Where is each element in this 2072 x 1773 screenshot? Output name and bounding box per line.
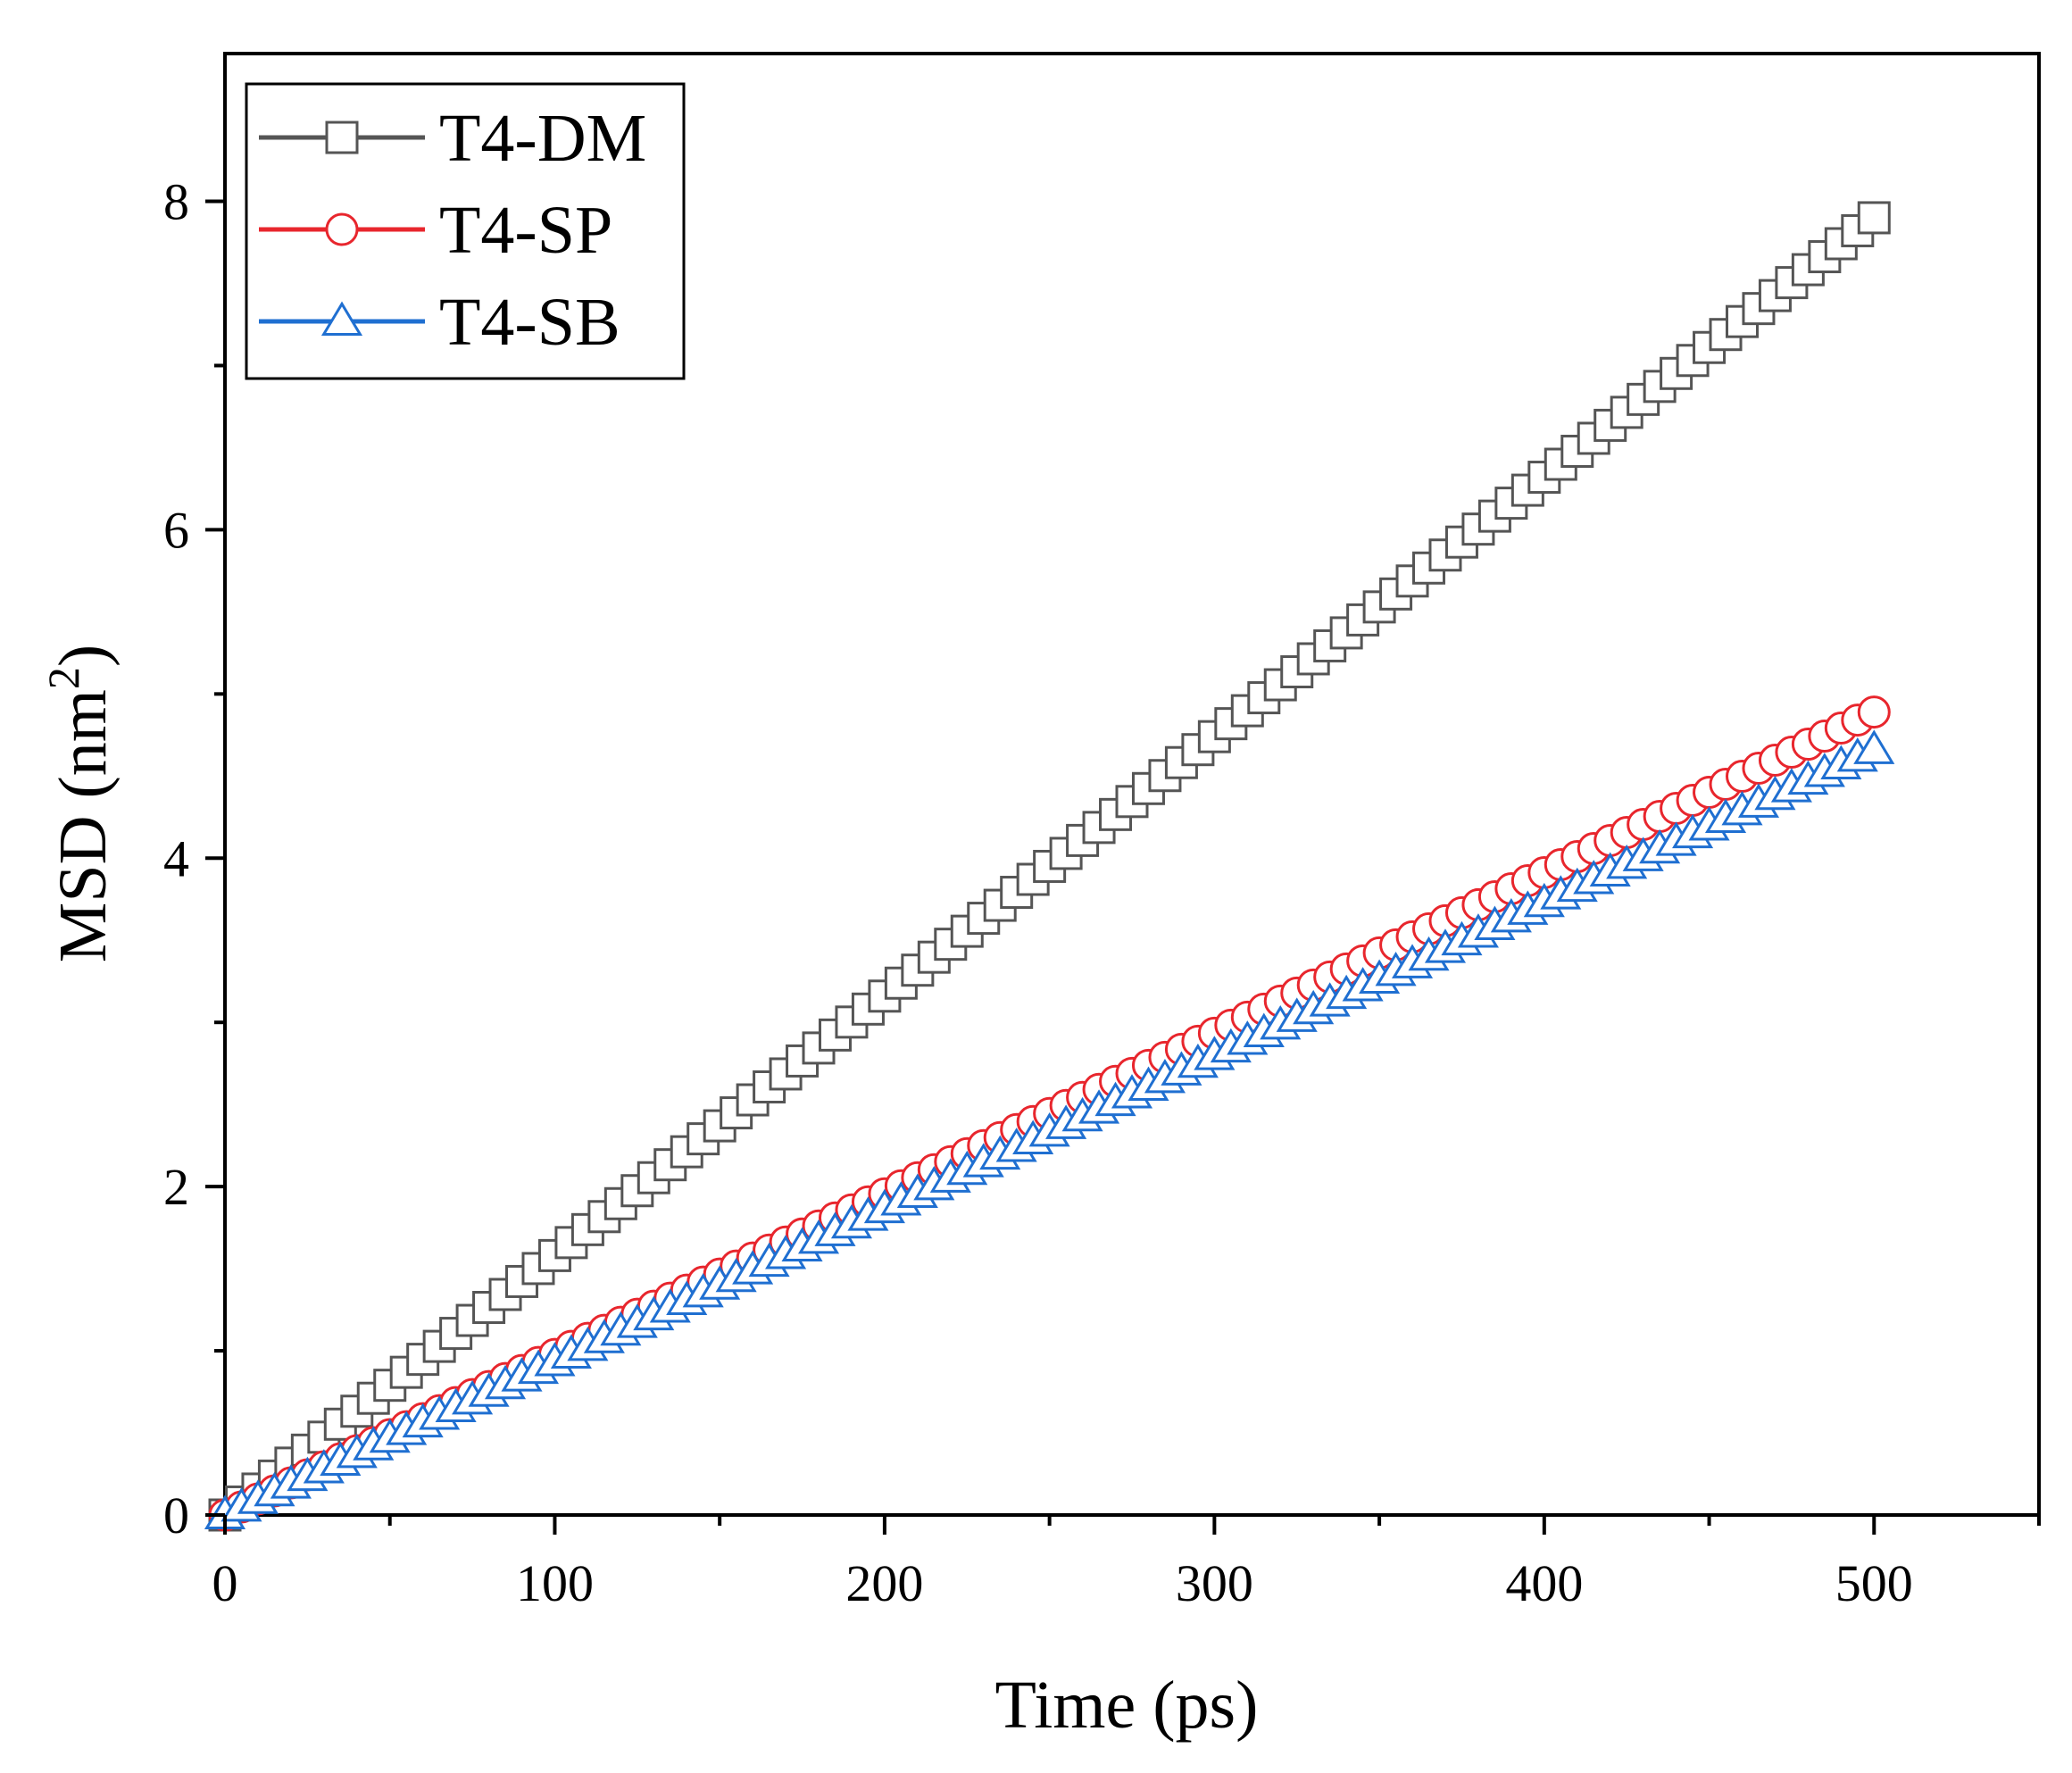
series-t4-sb	[204, 729, 1895, 1529]
x-tick-label: 300	[1176, 1554, 1253, 1612]
x-tick-label: 100	[516, 1554, 594, 1612]
y-tick-label: 6	[163, 501, 189, 559]
legend-label-t4-sp: T4-SP	[439, 193, 612, 268]
plot-frame	[223, 52, 2041, 1517]
x-axis-label: Time (ps)	[995, 1668, 1259, 1743]
legend-marker-icon	[325, 212, 359, 246]
legend-marker-icon	[320, 301, 363, 336]
y-axis-label-superscript: 2	[38, 667, 88, 689]
x-tick-label: 500	[1835, 1554, 1913, 1612]
x-tick-label: 0	[212, 1554, 238, 1612]
y-axis-label: MSD (nm2)	[38, 645, 121, 962]
x-tick-label: 400	[1505, 1554, 1583, 1612]
y-axis-label-close: )	[46, 645, 121, 667]
plot-area-border	[223, 52, 2041, 1517]
x-tick-label: 200	[845, 1554, 923, 1612]
y-axis-label-main: MSD (nm	[46, 689, 121, 962]
data-point	[1857, 695, 1891, 729]
y-tick-label: 4	[163, 829, 189, 887]
legend-label-t4-sb: T4-SB	[439, 285, 620, 360]
data-point	[1853, 729, 1895, 764]
y-tick-label: 2	[163, 1158, 189, 1216]
data-point	[1857, 201, 1891, 235]
legend-label-t4-dm: T4-DM	[439, 101, 646, 176]
legend: T4-DM T4-SP T4-SB	[245, 82, 686, 380]
legend-marker-icon	[325, 121, 359, 154]
axis-ticks: 0 100 200 300 400 500 0 2 4 6 8	[163, 173, 2041, 1612]
data-marks	[204, 201, 1895, 1532]
y-tick-label: 8	[163, 173, 189, 231]
y-tick-label: 0	[163, 1486, 189, 1544]
